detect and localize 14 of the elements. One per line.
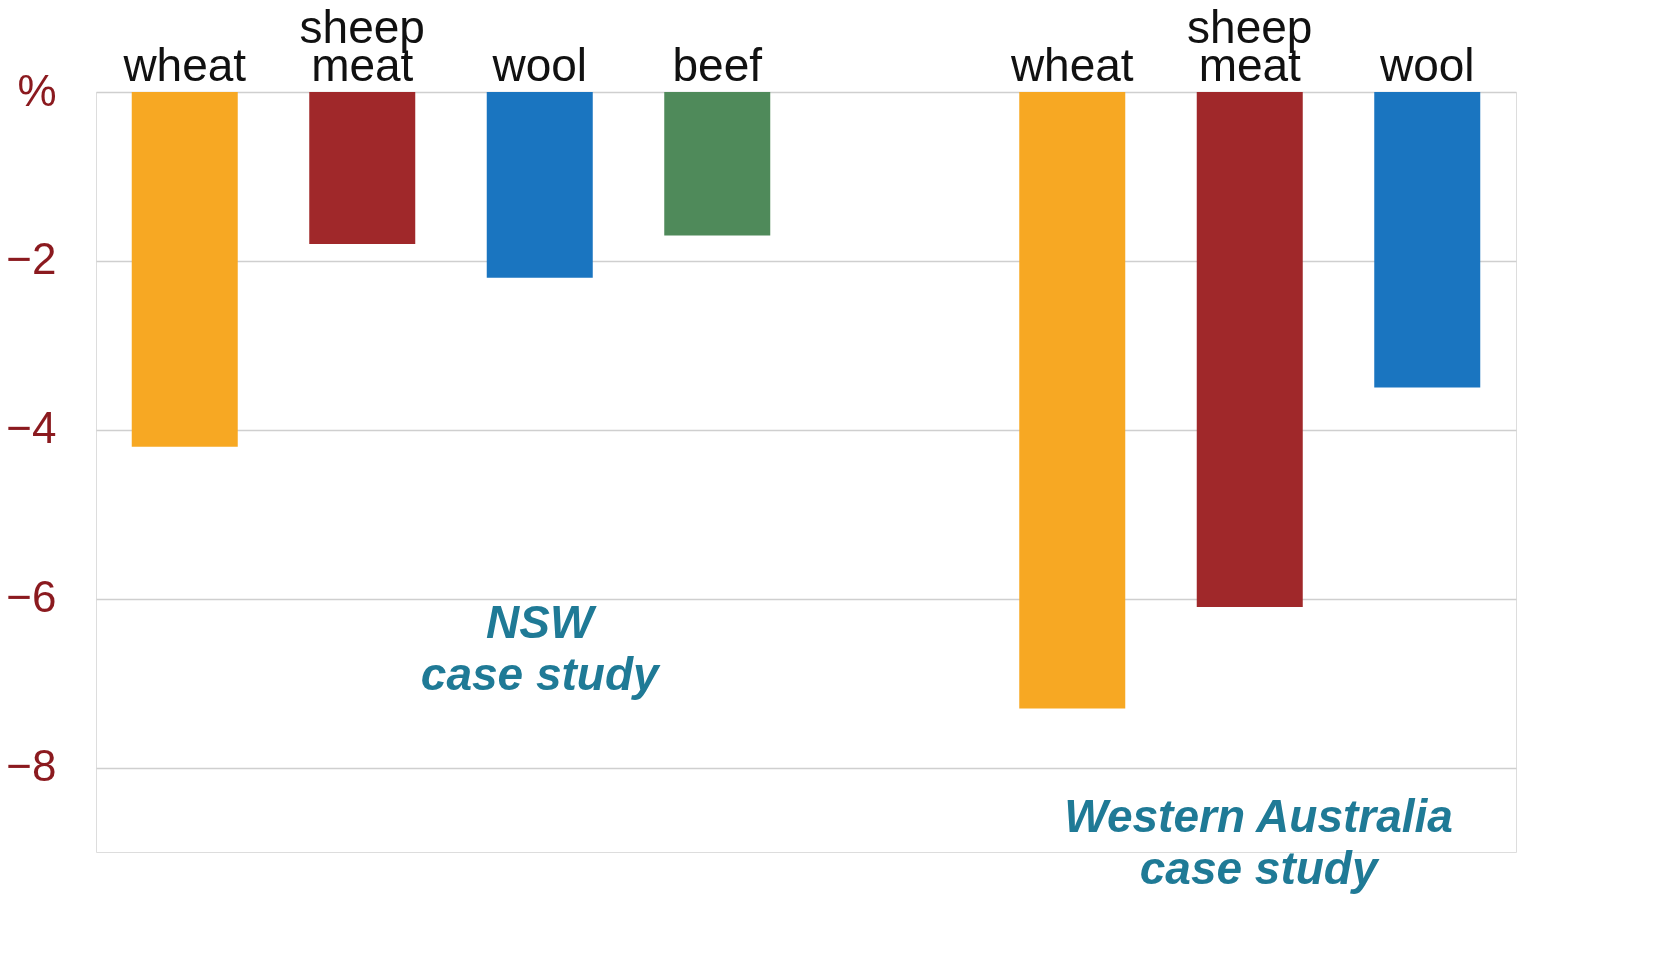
y-tick-label: −8 xyxy=(6,741,57,791)
x-tick-label: beef xyxy=(672,38,763,91)
x-tick-label: sheep meat xyxy=(1187,0,1313,91)
y-tick-label: −6 xyxy=(6,572,57,622)
y-tick-label: % xyxy=(17,65,57,115)
x-tick-label: wheat xyxy=(122,38,247,91)
x-tick-label: wheat xyxy=(1009,38,1134,91)
x-tick-label: wool xyxy=(491,38,588,91)
y-tick-label: −2 xyxy=(6,234,57,284)
x-tick-label: wool xyxy=(1378,38,1475,91)
x-tick-label: sheep meat xyxy=(299,0,425,91)
annotation: NSW case study xyxy=(420,596,662,700)
annotation: Western Australia case study xyxy=(1064,790,1453,895)
y-tick-label: −4 xyxy=(6,403,57,453)
